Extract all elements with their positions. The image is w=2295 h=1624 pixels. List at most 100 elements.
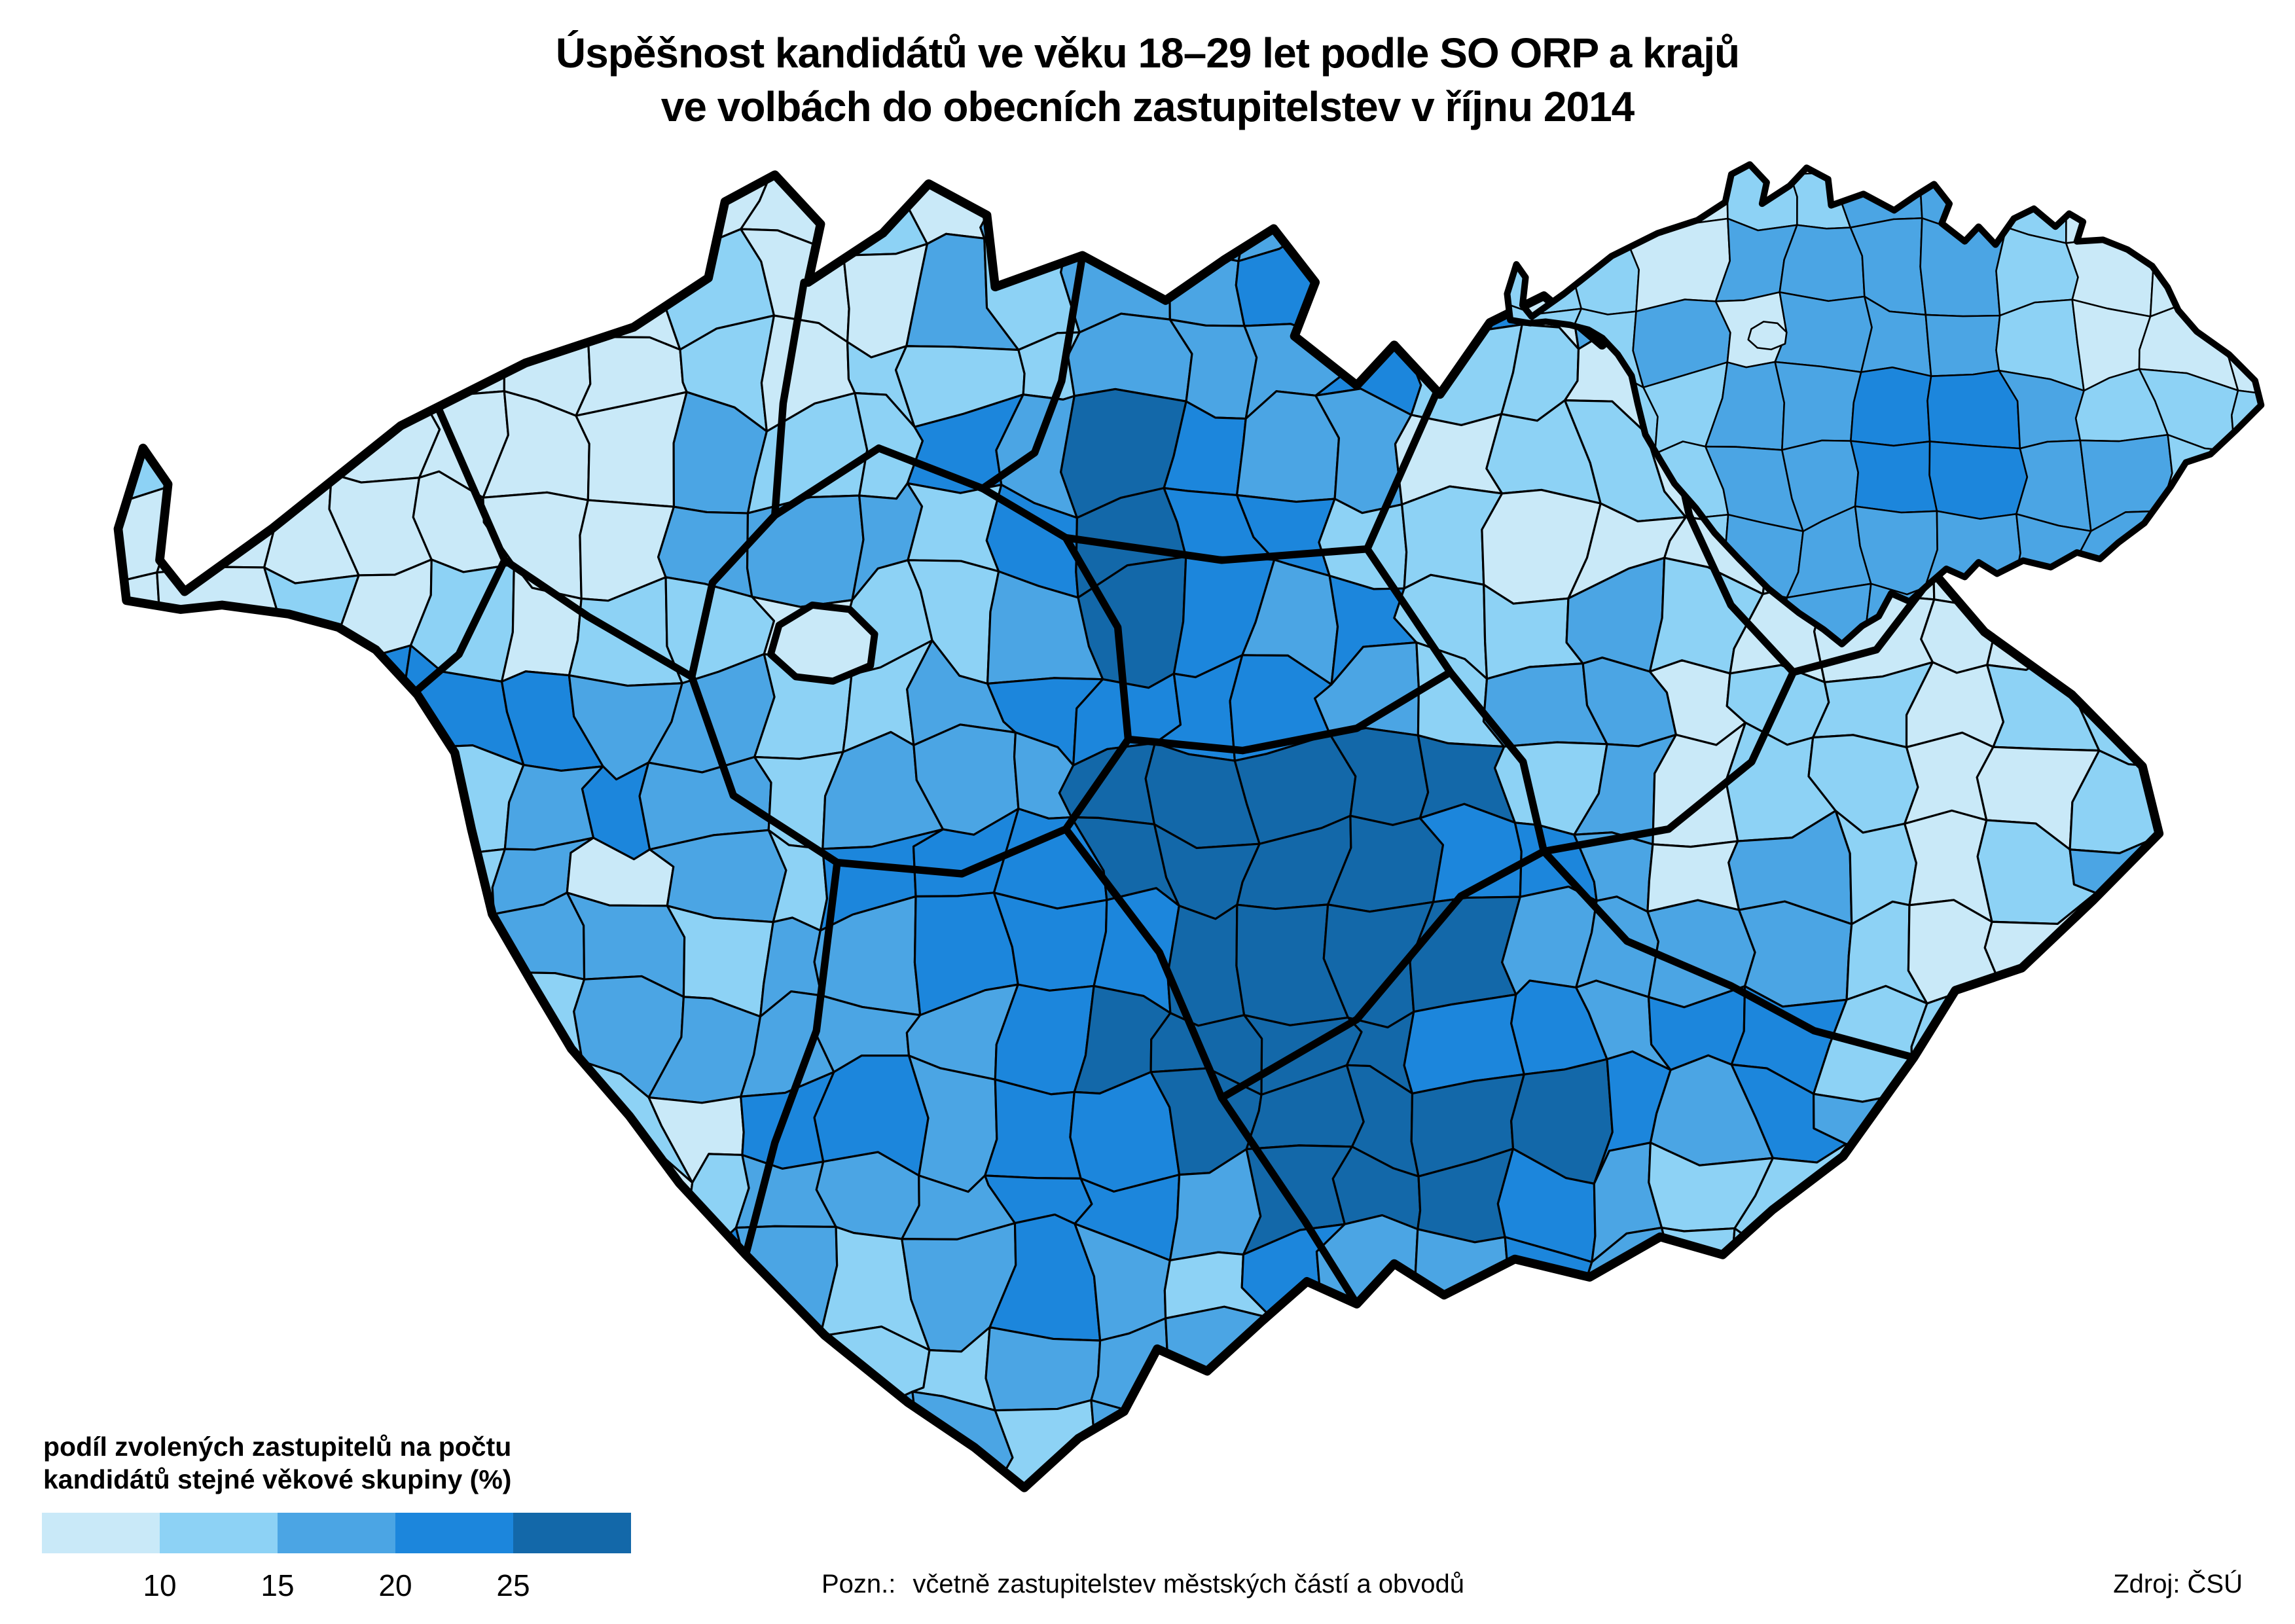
orp-district bbox=[1900, 1319, 2000, 1422]
kraj-region-cell bbox=[1558, 170, 1651, 253]
orp-district bbox=[236, 233, 329, 348]
orp-district bbox=[1320, 1306, 1415, 1428]
kraj-region-cell bbox=[1928, 441, 2029, 520]
orp-district bbox=[1729, 1227, 1831, 1344]
orp-district bbox=[1811, 1233, 1928, 1331]
orp-district bbox=[251, 650, 351, 755]
kraj-region-cell bbox=[2217, 579, 2262, 645]
kraj-region-cell bbox=[2217, 164, 2262, 234]
orp-district bbox=[1155, 249, 1246, 327]
orp-district bbox=[1483, 1470, 1604, 1488]
orp-district bbox=[1572, 1309, 1684, 1414]
kraj-boundary-line bbox=[413, 404, 509, 694]
kraj-boundary-line bbox=[501, 556, 696, 681]
kraj-boundary-line bbox=[1218, 847, 1548, 1102]
orp-district bbox=[118, 664, 192, 736]
orp-district bbox=[1978, 1320, 2102, 1437]
orp-district bbox=[1248, 1399, 1356, 1488]
kraj-region-cell bbox=[1850, 440, 1938, 514]
orp-district bbox=[183, 392, 260, 510]
orp-district bbox=[920, 1483, 1011, 1488]
orp-district bbox=[244, 746, 346, 846]
orp-district bbox=[1342, 1484, 1431, 1488]
orp-district bbox=[1560, 1395, 1677, 1485]
orp-district bbox=[327, 746, 422, 841]
legend-break-25: 25 bbox=[496, 1568, 530, 1602]
orp-district bbox=[1400, 1384, 1524, 1488]
orp-district bbox=[2076, 1074, 2159, 1184]
kraj-region-cell bbox=[2212, 509, 2262, 603]
orp-district bbox=[994, 1399, 1099, 1488]
orp-district bbox=[746, 494, 865, 608]
orp-district bbox=[245, 1229, 361, 1329]
orp-district bbox=[153, 1167, 283, 1255]
legend-swatch-class-3 bbox=[278, 1513, 395, 1553]
orp-district bbox=[2012, 1168, 2105, 1262]
kraj-boundary-line bbox=[1062, 390, 1440, 564]
kraj-region-cell bbox=[1925, 314, 2001, 377]
orp-district bbox=[1894, 1473, 2019, 1488]
kraj-boundary-line bbox=[1540, 847, 1918, 1062]
orp-district bbox=[592, 1235, 677, 1355]
kraj-region-cell bbox=[2143, 164, 2241, 234]
footnote-text: včetně zastupitelstev městských částí a … bbox=[913, 1570, 1465, 1598]
kraj-boundary-line bbox=[1124, 668, 1455, 755]
orp-district bbox=[118, 257, 172, 349]
orp-district bbox=[264, 1058, 355, 1174]
orp-district bbox=[236, 1315, 355, 1423]
orp-district bbox=[579, 175, 677, 268]
orp-district bbox=[322, 897, 435, 1012]
orp-district bbox=[1400, 1486, 1524, 1488]
orp-district bbox=[1396, 175, 1517, 259]
orp-district bbox=[509, 971, 586, 1089]
orp-district bbox=[350, 1159, 435, 1259]
orp-district bbox=[652, 1335, 754, 1432]
kraj-region-cell bbox=[2220, 450, 2262, 523]
orp-district bbox=[405, 971, 532, 1088]
orp-district bbox=[2078, 1224, 2159, 1333]
orp-district bbox=[2075, 1152, 2159, 1233]
orp-district bbox=[606, 1336, 687, 1415]
orp-district bbox=[316, 806, 435, 912]
kraj-region-cell bbox=[2075, 588, 2153, 645]
kraj-region-cell bbox=[1850, 366, 1932, 447]
title-line-1: Úspěšnost kandidátů ve věku 18–29 let po… bbox=[555, 29, 1740, 77]
orp-district bbox=[1318, 175, 1420, 259]
kraj-region-cell bbox=[1628, 217, 1731, 312]
kraj-region-cell bbox=[2137, 600, 2231, 645]
orp-district bbox=[154, 985, 287, 1091]
orp-district bbox=[118, 805, 190, 935]
orp-district bbox=[984, 1078, 1082, 1180]
orp-district bbox=[906, 482, 1003, 573]
orp-district bbox=[1066, 175, 1172, 256]
orp-district bbox=[158, 1311, 255, 1409]
kraj-boundary-line bbox=[742, 859, 841, 1259]
kraj-region-cell bbox=[2146, 510, 2223, 612]
orp-district bbox=[156, 478, 276, 574]
orp-district bbox=[226, 175, 355, 255]
orp-district bbox=[678, 1413, 776, 1488]
orp-district bbox=[1828, 1309, 1928, 1411]
orp-district bbox=[1993, 1224, 2097, 1330]
title-line-2: ve volbách do obecních zastupitelstev v … bbox=[660, 83, 1635, 130]
orp-district bbox=[751, 1416, 849, 1488]
orp-district bbox=[1739, 1401, 1861, 1488]
kraj-boundary-line bbox=[979, 251, 1087, 492]
orp-district bbox=[2068, 1415, 2159, 1488]
orp-district bbox=[265, 897, 344, 1010]
orp-district bbox=[492, 1060, 595, 1178]
orp-district bbox=[505, 1229, 610, 1339]
kraj-region-cell bbox=[1774, 291, 1873, 373]
orp-district bbox=[151, 1070, 270, 1188]
orp-district bbox=[1978, 1419, 2102, 1488]
orp-district bbox=[433, 1221, 528, 1327]
orp-district bbox=[118, 175, 173, 264]
orp-district bbox=[486, 241, 596, 348]
orp-district bbox=[1739, 1327, 1851, 1427]
kraj-region-cell bbox=[1507, 171, 1564, 246]
source-credit: Zdroj: ČSÚ bbox=[2113, 1570, 2243, 1598]
orp-district bbox=[169, 346, 253, 415]
orp-district bbox=[600, 1398, 687, 1488]
kraj-boundary-line bbox=[1363, 545, 1455, 676]
